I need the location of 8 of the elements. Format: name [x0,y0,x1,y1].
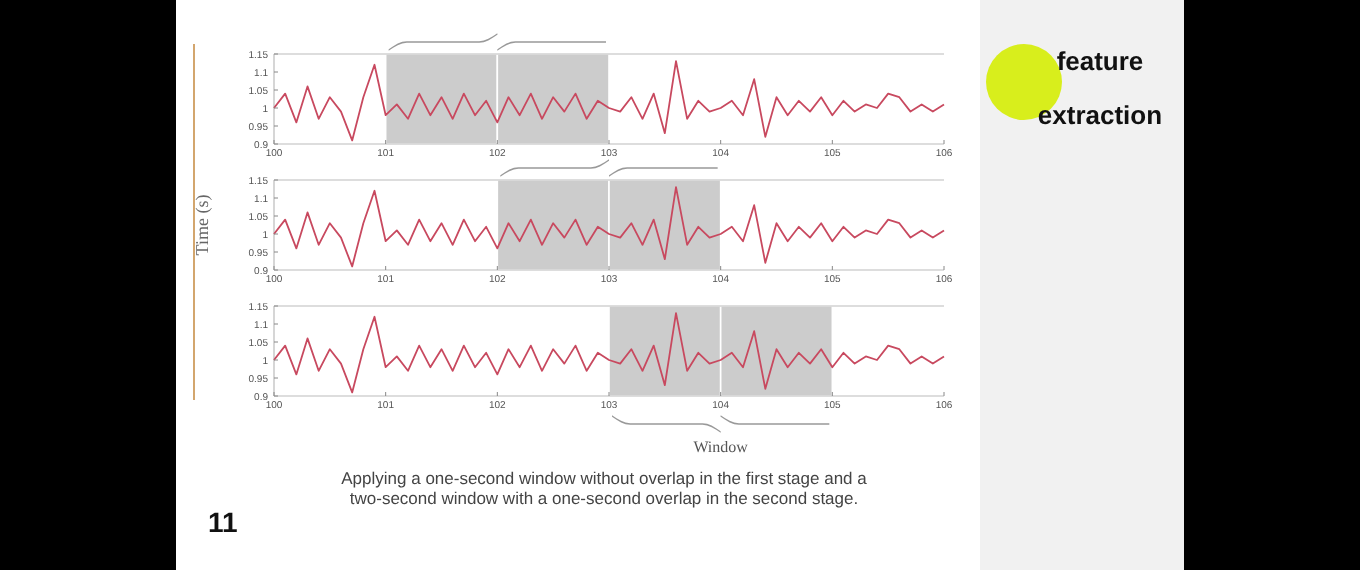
y-axis-title: Time (s) [192,194,212,256]
text: feature extraction [1037,46,1163,130]
line-series [273,186,945,268]
line-series [273,60,945,142]
text: Window [693,438,749,456]
line-series [273,312,945,394]
text: Applying a one-second window without overlap in the first stage and a two-second window with a one-second overlap in the second stage. [341,468,868,508]
text: 11 [208,506,239,538]
